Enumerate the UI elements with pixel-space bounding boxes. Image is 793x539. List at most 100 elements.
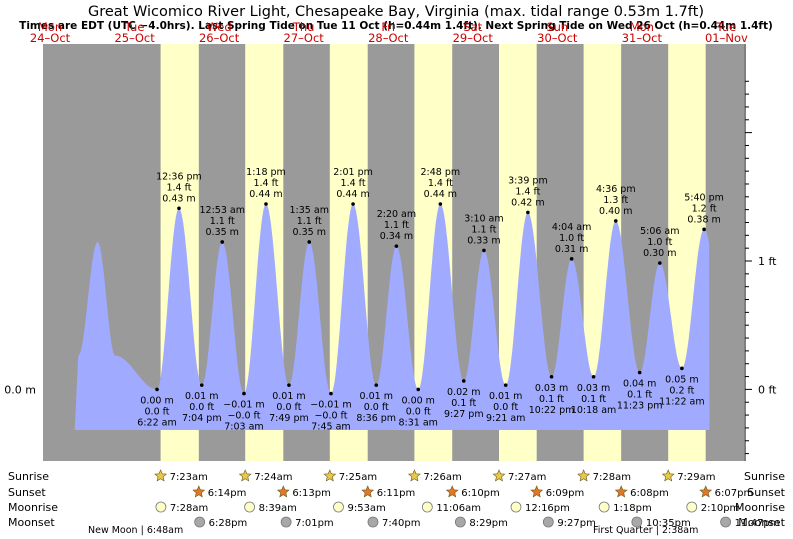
- day-header-weekday: Mon: [38, 20, 62, 34]
- tide-label: 1:18 pm: [246, 167, 286, 178]
- tide-point: [549, 374, 554, 379]
- sun-icon: [661, 469, 675, 482]
- y-axis-right: 0 ft 1 ft: [744, 44, 777, 461]
- y-left-label: 0.0 m: [4, 383, 36, 396]
- tide-point: [461, 379, 466, 383]
- tide-label: 0.31 m: [555, 244, 588, 255]
- moonset-icon: [454, 516, 466, 528]
- moonrise-icon: [244, 501, 256, 513]
- tide-label: 0.0 ft: [189, 402, 214, 413]
- sunset-time: 6:08pm: [630, 488, 669, 499]
- moonset-icon: [194, 516, 206, 528]
- tide-label: 12:53 am: [199, 205, 244, 216]
- legend-row-label: Moonrise: [735, 501, 785, 514]
- moonset-icon: [542, 516, 554, 528]
- day-header-date: 31–Oct: [622, 31, 663, 45]
- tide-label: 9:21 am: [486, 413, 525, 424]
- day-header-weekday: Sat: [463, 20, 482, 34]
- tide-label: 0.43 m: [162, 193, 195, 204]
- tide-label: 0.02 m: [447, 387, 480, 398]
- tide-label: 1.4 ft: [166, 182, 191, 193]
- tide-label: 5:06 am: [640, 226, 679, 237]
- tide-label: 0.44 m: [336, 189, 369, 200]
- tide-label: 0.2 ft: [669, 385, 694, 396]
- day-header-date: 24–Oct: [30, 31, 71, 45]
- tide-label: 0.0 ft: [493, 402, 518, 413]
- sun-icon: [614, 485, 628, 498]
- tide-point: [613, 219, 618, 223]
- moonset-time: 8:29pm: [469, 518, 508, 529]
- chart-subtitle: Times are EDT (UTC −4.0hrs). Last Spring…: [19, 20, 773, 32]
- day-header-weekday: Fri: [381, 20, 395, 34]
- tide-label: 7:45 am: [311, 422, 350, 433]
- tide-label: 0.30 m: [643, 248, 676, 259]
- tide-point: [482, 248, 486, 253]
- legend-row-label: Moonset: [8, 516, 55, 529]
- tide-label: 5:40 pm: [684, 192, 724, 203]
- sun-icon: [699, 485, 713, 498]
- sunset-time: 6:07pm: [715, 488, 754, 499]
- y-axis-left: 0.0 m: [4, 383, 36, 396]
- tide-label: 0.1 ft: [627, 390, 652, 401]
- moonrise-icon: [598, 501, 610, 513]
- legend-row-label: Sunset: [8, 486, 46, 499]
- moonset-icon: [367, 516, 379, 528]
- tide-point: [220, 240, 225, 244]
- sun-icon: [361, 485, 375, 498]
- day-header-weekday: Tue: [716, 20, 737, 34]
- tide-label: 1.4 ft: [253, 178, 278, 189]
- sun-icon: [154, 469, 168, 482]
- tide-label: 2:01 pm: [333, 167, 373, 178]
- legend-row-label: Sunset: [747, 486, 785, 499]
- tide-label: 1.1 ft: [297, 216, 322, 227]
- day-header-weekday: Tue: [124, 20, 145, 34]
- tide-point: [503, 383, 508, 387]
- tide-label: 0.38 m: [687, 214, 720, 225]
- tide-label: 0.0 ft: [406, 406, 431, 417]
- day-headers: 24–OctMon25–OctTue26–OctWed27–OctThu28–O…: [30, 20, 748, 45]
- moonrise-icon: [155, 501, 167, 513]
- moonrise-time: 9:53am: [347, 503, 385, 514]
- day-header-date: 30–Oct: [537, 31, 578, 45]
- day-header-weekday: Sun: [546, 20, 568, 34]
- tide-label: 7:04 pm: [182, 413, 222, 424]
- sun-icon: [323, 469, 337, 482]
- tide-label: 0.40 m: [599, 206, 632, 217]
- sunrise-time: 7:26am: [423, 472, 461, 483]
- tide-point: [329, 391, 333, 396]
- sunrise-time: 7:23am: [170, 472, 208, 483]
- moonrise-time: 8:39am: [259, 503, 297, 514]
- tide-label: 0.00 m: [140, 395, 173, 406]
- tide-point: [658, 261, 662, 265]
- tide-label: 0.33 m: [467, 235, 500, 246]
- sunset-time: 6:10pm: [461, 488, 500, 499]
- sunset-time: 6:11pm: [377, 488, 416, 499]
- tide-point: [351, 202, 355, 206]
- tide-point: [177, 206, 181, 211]
- tide-label: 1.1 ft: [471, 224, 496, 235]
- tide-point: [591, 374, 596, 379]
- sunset-time: 6:13pm: [292, 488, 331, 499]
- tide-label: 1.2 ft: [692, 203, 717, 214]
- tide-label: 1.3 ft: [603, 195, 628, 206]
- tide-label: 0.42 m: [511, 197, 544, 208]
- tide-label: 3:39 pm: [508, 175, 548, 186]
- tide-label: −0.0 ft: [227, 411, 260, 422]
- tide-label: 0.01 m: [360, 391, 393, 402]
- tide-point: [199, 383, 204, 387]
- tide-label: 0.44 m: [249, 189, 282, 200]
- chart-title: Great Wicomico River Light, Chesapeake B…: [88, 4, 704, 20]
- day-header-weekday: Thu: [292, 20, 315, 34]
- day-header-weekday: Wed: [207, 20, 232, 34]
- tide-label: 12:36 pm: [156, 171, 202, 182]
- sunset-time: 6:14pm: [208, 488, 247, 499]
- tide-label: 7:03 am: [224, 422, 263, 433]
- tide-label: 0.1 ft: [451, 398, 476, 409]
- moonset-icon: [631, 516, 643, 528]
- tide-label: 9:27 pm: [444, 409, 484, 420]
- tide-label: 0.34 m: [380, 231, 413, 242]
- moonset-time: 6:28pm: [209, 518, 248, 529]
- tide-point: [242, 391, 246, 396]
- moonrise-time: 12:16pm: [525, 503, 570, 514]
- legend-labels-right: Sunrise Sunset Moonrise Moonset: [735, 470, 786, 529]
